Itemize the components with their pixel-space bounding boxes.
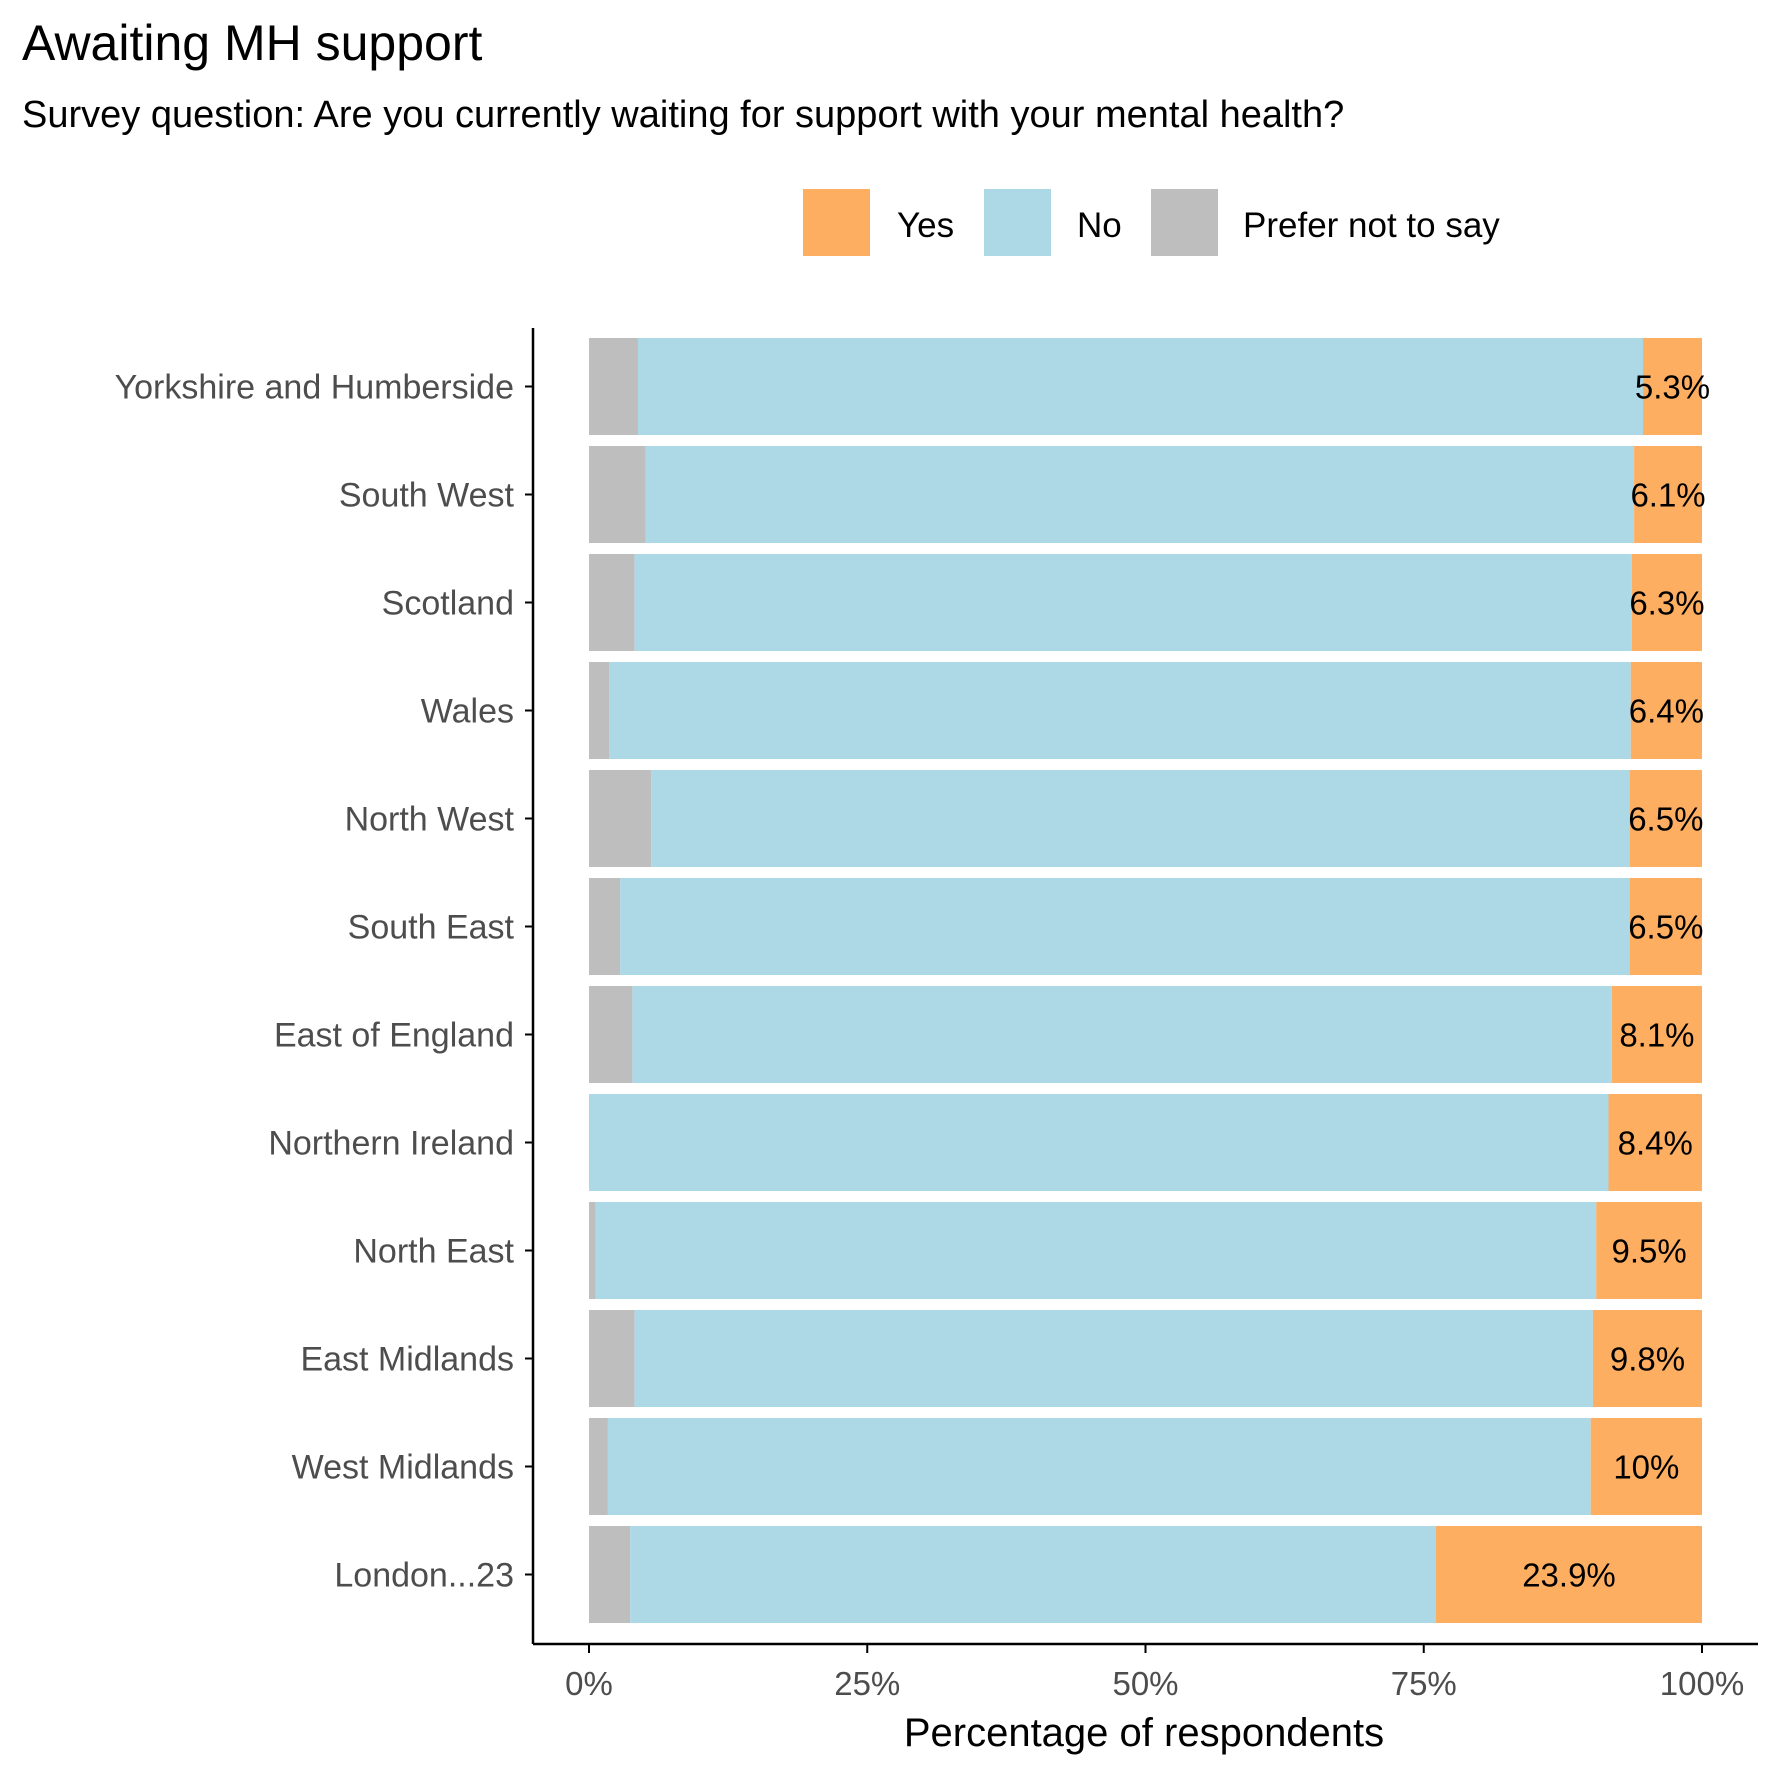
bar-segment-yes — [1634, 446, 1702, 543]
bar-segment-yes — [1611, 986, 1702, 1083]
bar-segment-prefer-not-to-say — [589, 1202, 596, 1299]
bar-segment-no — [620, 878, 1630, 975]
y-tick-label: South East — [348, 909, 515, 947]
bar-segment-no — [645, 446, 1635, 543]
data-label: 6.3% — [1629, 585, 1704, 622]
bar-segment-prefer-not-to-say — [589, 338, 638, 435]
y-tick-label: London...23 — [334, 1557, 514, 1595]
y-tick-label: Northern Ireland — [268, 1125, 514, 1163]
data-label: 6.4% — [1629, 693, 1704, 730]
bar-segment-prefer-not-to-say — [589, 1526, 631, 1623]
legend-label: Yes — [897, 206, 954, 245]
legend-key-yes — [803, 189, 870, 256]
bar-segment-prefer-not-to-say — [589, 1418, 608, 1515]
bar-segment-yes — [1630, 662, 1702, 759]
bar-segment-yes — [1643, 338, 1702, 435]
y-tick-label: North West — [345, 801, 515, 839]
bar-segment-yes — [1631, 554, 1702, 651]
bar-segment-no — [589, 1094, 1609, 1191]
data-label: 9.8% — [1610, 1341, 1685, 1378]
y-axis: Yorkshire and Humberside South West Scotla… — [115, 328, 535, 1644]
data-label: 6.5% — [1628, 909, 1703, 946]
bar-segment-no — [634, 1310, 1593, 1407]
bar-segment-no — [609, 662, 1631, 759]
bar-segment-prefer-not-to-say — [589, 770, 652, 867]
data-label: 8.4% — [1618, 1125, 1693, 1162]
bar-segment-no — [632, 986, 1612, 1083]
bar-segment-prefer-not-to-say — [589, 1310, 635, 1407]
data-label: 9.5% — [1612, 1233, 1687, 1270]
y-tick-label: East of England — [274, 1017, 514, 1055]
data-label: 6.1% — [1630, 477, 1705, 514]
bar-segment-no — [651, 770, 1630, 867]
bar-segment-no — [637, 338, 1644, 435]
bar-segment-yes — [1608, 1094, 1702, 1191]
legend-key-prefer-not-to-say — [1151, 189, 1218, 256]
bar-segment-yes — [1629, 770, 1702, 867]
y-tick-label: South West — [339, 477, 515, 515]
y-tick-label: Yorkshire and Humberside — [115, 369, 514, 407]
y-tick-label: North East — [353, 1233, 514, 1271]
bar-segment-no — [634, 554, 1632, 651]
y-tick-label: Wales — [421, 693, 514, 731]
legend: Yes No Prefer not to say — [803, 189, 1500, 256]
bar-segment-yes — [1596, 1202, 1702, 1299]
data-label: 8.1% — [1619, 1017, 1694, 1054]
chart-title: Awaiting MH support — [22, 15, 483, 71]
legend-label: Prefer not to say — [1243, 206, 1500, 245]
bar-segment-prefer-not-to-say — [589, 662, 610, 759]
x-tick-label: 75% — [1391, 1665, 1457, 1702]
bar-segment-no — [630, 1526, 1436, 1623]
x-tick-label: 50% — [1112, 1665, 1178, 1702]
y-tick-label: Scotland — [382, 585, 514, 623]
bars-group — [589, 338, 1702, 1623]
x-axis: 0% 25% 50% 75% 100% — [533, 1642, 1758, 1702]
x-tick-label: 100% — [1660, 1665, 1744, 1702]
y-tick-label: East Midlands — [300, 1341, 514, 1379]
legend-key-no — [984, 189, 1051, 256]
bar-segment-prefer-not-to-say — [589, 986, 633, 1083]
bar-segment-yes — [1592, 1310, 1702, 1407]
data-label: 10% — [1613, 1449, 1679, 1486]
bar-segment-yes — [1435, 1526, 1702, 1623]
data-label: 5.3% — [1635, 369, 1710, 406]
x-tick-label: 0% — [565, 1665, 613, 1702]
data-label: 6.5% — [1628, 801, 1703, 838]
bar-segment-no — [607, 1418, 1591, 1515]
bar-segment-prefer-not-to-say — [589, 446, 646, 543]
x-axis-title: Percentage of respondents — [904, 1711, 1384, 1755]
bar-segment-yes — [1629, 878, 1702, 975]
data-label: 23.9% — [1522, 1557, 1616, 1594]
chart-subtitle: Survey question: Are you currently waiti… — [22, 94, 1345, 136]
legend-label: No — [1077, 206, 1122, 245]
bar-segment-yes — [1590, 1418, 1702, 1515]
bar-segment-prefer-not-to-say — [589, 878, 621, 975]
bar-segment-prefer-not-to-say — [589, 554, 635, 651]
bar-segment-no — [595, 1202, 1597, 1299]
y-tick-label: West Midlands — [292, 1449, 514, 1487]
x-tick-label: 25% — [834, 1665, 900, 1702]
data-labels-group: 5.3% 6.1% 6.3% 6.4% 6.5% 6.5% 8.1% 8.4% 9.5% 9.8%… — [1522, 369, 1710, 1594]
